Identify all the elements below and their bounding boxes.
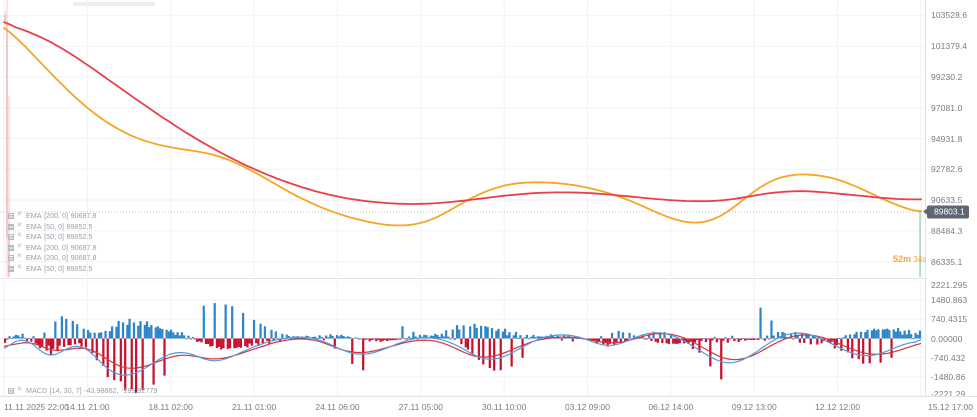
time-axis-tick: 24.11 06:00 [315,402,360,412]
price-axis-tick: 103528.6 [931,10,968,21]
macd-axis-tick: 1480.863 [931,295,968,306]
price-legend-params: [200, 0] [44,242,69,252]
price-legend-row[interactable]: EMA[50, 0]89852.5 [8,231,97,243]
macd-axis[interactable]: 2221.295 1480.863 740.4315 0.00000 -740.432 -… [925,280,977,399]
price-legend-value: 90687.8 [70,253,97,262]
settings-icon[interactable] [8,234,14,241]
time-axis-tick: 03.12 09:00 [565,402,610,412]
price-axis-tick: 92782.6 [931,164,963,175]
time-axis-tick: 15.12 17:00 [928,402,973,412]
countdown-seconds: 34s [911,255,927,264]
macd-axis-tick: 740.4315 [931,314,968,325]
time-axis-tick: 06.12 14:00 [648,402,694,412]
settings-icon[interactable] [8,255,14,262]
hide-icon[interactable] [17,263,24,273]
price-legend-row[interactable]: EMA[200, 0]90687.8 [8,242,97,254]
price-axis-tick: 101379.4 [931,41,968,52]
price-legend-row[interactable]: EMA[200, 0]90687.8 [8,252,97,264]
time-axis-tick: 11.11.2025 22:00 [4,402,69,412]
price-axis-tick: 97081.0 [931,102,963,113]
hide-icon[interactable] [17,231,24,241]
price-legend-params: [200, 0] [44,211,69,220]
macd-axis-tick: 0.00000 [931,333,963,344]
price-legend-params: [50, 0] [44,221,65,231]
settings-icon[interactable] [8,213,14,220]
macd-chart-canvas [0,281,925,396]
macd-axis-tick: -740.432 [931,352,966,363]
axis-vertical-line [925,0,926,396]
top-strip [73,2,155,6]
price-legend-params: [50, 0] [44,232,65,241]
price-legend-name: EMA [26,242,42,252]
price-axis-tick: 90633.5 [931,195,963,205]
macd-axis-tick: -2221.29 [931,389,966,399]
time-axis-tick: 30.11 10:00 [482,402,527,412]
price-legend-value: 89852.5 [66,221,93,231]
settings-icon[interactable] [8,265,14,272]
time-axis-tick: 27.11 05:00 [398,402,443,412]
macd-chart-pane[interactable] [0,281,925,396]
macd-legend-value: -43.98862, [84,386,119,395]
price-chart-canvas [0,0,925,277]
price-legend-row[interactable]: EMA[50, 0]89852.5 [8,263,97,275]
time-axis-tick: 14.11 21:00 [65,402,110,412]
price-axis-tick: 94931.8 [931,133,963,144]
price-legend-name: EMA [26,211,42,220]
settings-icon[interactable] [8,244,14,251]
macd-legend-params: [14, 30, 7] [49,386,82,395]
price-axis[interactable]: 103528.6 101379.4 99230.2 97081.0 94931.8 927… [923,0,977,277]
price-legend-value: 89852.5 [66,232,93,241]
price-legend-row[interactable]: EMA[50, 0]89852.5 [8,221,97,233]
pane-divider [0,278,925,279]
current-price-badge[interactable]: 89803.1 [923,205,969,219]
macd-indicator-legend[interactable]: MACD[14, 30, 7]-43.98862,-189.92779 [8,385,158,397]
price-legend-name: EMA [26,263,42,273]
hide-icon[interactable] [17,210,24,220]
price-legend-row[interactable]: EMA[200, 0]90687.8 [8,210,97,222]
time-axis-tick: 12.12 12:00 [815,402,861,412]
time-axis[interactable]: 11.11.2025 22:00 14.11 21:00 18.11 02:00 21… [0,396,977,417]
countdown-minutes: 52m [893,254,912,264]
price-legend-value: 89852.5 [66,263,93,273]
macd-legend-row[interactable]: MACD[14, 30, 7]-43.98862,-189.92779 [8,385,158,397]
time-axis-tick: 18.11 02:00 [148,402,193,412]
price-axis-tick: 88484.3 [931,225,963,236]
settings-icon[interactable] [8,223,14,230]
time-axis-tick: 09.12 13:00 [731,402,777,412]
macd-legend-value: -189.92779 [121,386,158,395]
hide-icon[interactable] [17,221,24,231]
price-legend-params: [50, 0] [44,263,65,273]
hide-icon[interactable] [17,385,24,395]
price-indicator-legend[interactable]: EMA[200, 0]90687.8EMA[50, 0]89852.5EMA[5… [8,210,97,275]
bar-countdown-timer: 52m 34s [893,254,926,264]
hide-icon[interactable] [17,252,24,262]
price-legend-name: EMA [26,253,42,262]
price-legend-value: 90687.8 [70,242,97,252]
price-axis-tick: 99230.2 [931,71,963,82]
settings-icon[interactable] [8,388,14,395]
macd-legend-name: MACD [26,386,48,395]
price-legend-params: [200, 0] [44,253,69,262]
price-legend-name: EMA [26,232,42,241]
macd-axis-tick: 2221.295 [931,280,968,290]
hide-icon[interactable] [17,242,24,252]
time-axis-tick: 21.11 01:00 [231,402,277,412]
price-axis-tick: 86335.1 [931,256,963,267]
macd-axis-tick: -1480.86 [931,371,966,382]
price-legend-name: EMA [26,221,42,231]
price-legend-value: 90687.8 [70,211,97,220]
price-chart-pane[interactable] [0,0,925,277]
